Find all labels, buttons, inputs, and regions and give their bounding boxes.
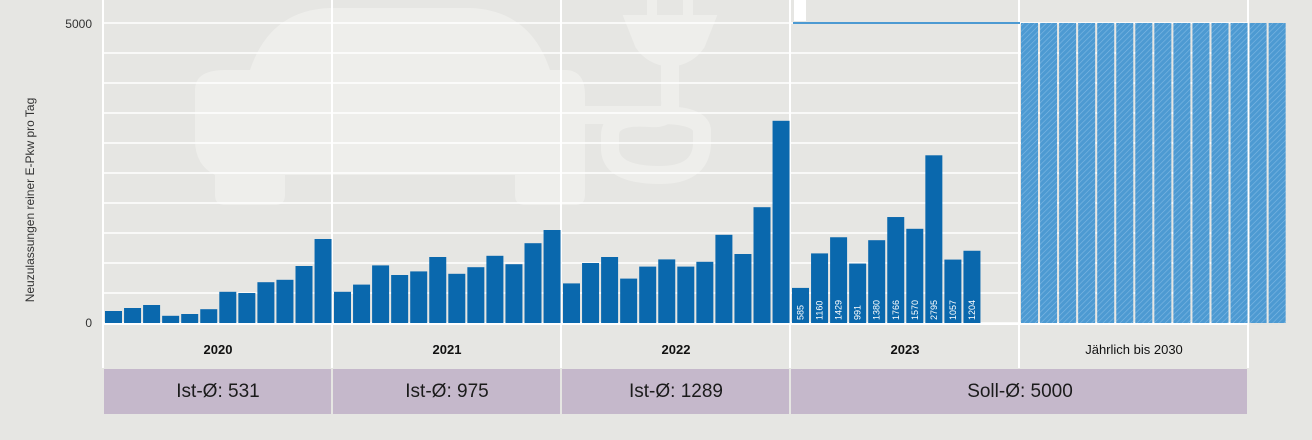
background-illustration [195,0,718,205]
bar-2020 [295,266,313,323]
car-icon [195,8,585,205]
bar-data-label: 1766 [891,300,901,320]
target-bar [1173,23,1191,323]
target-bar [1097,23,1115,323]
target-bar [1078,23,1096,323]
bar-2023 [887,217,905,323]
avg-band [333,369,560,414]
bar-data-label: 1057 [948,300,958,320]
bar-2020 [143,305,161,323]
bar-2020 [314,239,332,323]
target-bar [1211,23,1229,323]
bar-data-label: 991 [853,305,863,320]
bar-2022 [677,266,695,323]
bar-2020 [238,293,256,323]
bar-2023 [963,250,981,323]
bar-2021 [448,273,466,323]
year-bands [104,369,1247,414]
bar-2021 [467,267,485,323]
target-marker [794,0,806,21]
bar-2020 [276,279,294,323]
bar-2022 [734,254,752,323]
bars: 585 1160 1429 991 1380 1766 1570 2795 1057 1204 [105,0,1286,323]
group-label-2023: 2023 [890,342,920,357]
bar-2022 [658,259,676,323]
y-tick-0: 0 [85,316,92,330]
bar-2020 [181,314,199,323]
bar-2022 [563,283,580,323]
bar-2020 [124,308,142,323]
bar-2020 [257,282,275,323]
group-label-2020: 2020 [203,342,233,357]
target-bar [1249,23,1267,323]
avg-band [562,369,789,414]
bar-data-label: 1429 [834,300,844,320]
plug-icon [622,0,718,68]
avg-label-2021: Ist-Ø: 975 [405,381,489,402]
avg-label-target: Soll-Ø: 5000 [967,381,1073,402]
bar-data-label: 2795 [929,300,939,320]
bar-data-label: 585 [796,305,806,320]
target-bar [1268,23,1286,323]
target-bar [1116,23,1134,323]
bar-2022 [639,266,657,323]
bar-2020 [105,311,122,323]
bar-2021 [353,284,371,323]
group-label-2021: 2021 [432,342,462,357]
target-bar [1135,23,1153,323]
bar-2022 [753,207,771,323]
bar-data-label: 1160 [815,301,825,320]
bar-2022 [696,261,714,323]
target-bar [1021,23,1038,323]
bar-data-label: 1204 [967,300,977,320]
group-label-2022: 2022 [661,342,691,357]
bar-2022 [772,120,790,323]
bar-2022 [620,278,638,323]
target-bar [1192,23,1210,323]
bar-2023 [906,228,924,323]
bar-2021 [372,265,390,323]
bar-2021 [410,271,428,323]
bar-2020 [200,309,218,323]
target-bar [1154,23,1172,323]
avg-label-2022: Ist-Ø: 1289 [629,381,723,402]
avg-band [104,369,331,414]
bar-2020 [162,315,180,323]
bar-2023 [792,287,809,323]
bar-data-label: 1380 [872,300,882,320]
y-axis-label: Neuzulassungen reiner E-Pkw pro Tag [23,97,37,303]
target-bar [1040,23,1058,323]
bar-2021 [543,230,561,323]
y-tick-5000: 5000 [65,17,92,31]
bar-2020 [219,291,237,323]
bar-2023 [811,253,829,323]
bar-2021 [334,291,351,323]
bar-2022 [582,263,600,323]
avg-band-target [791,369,1247,414]
bar-2022 [601,257,619,323]
bar-2021 [505,264,523,323]
bar-2021 [486,255,504,323]
bar-2021 [391,275,409,323]
bar-data-label: 1570 [910,300,920,320]
avg-label-2020: Ist-Ø: 531 [176,381,260,402]
bar-2021 [429,257,447,323]
bar-2023 [925,155,943,323]
target-bar [1059,23,1077,323]
plug-cable-icon [571,51,711,185]
bar-2023 [944,259,962,323]
bar-2023 [830,237,848,323]
bar-2023 [849,263,867,323]
bar-2023 [868,240,886,323]
target-bar [1230,23,1248,323]
bar-2021 [524,243,542,323]
bar-2022 [715,234,733,323]
group-label-target: Jährlich bis 2030 [1085,342,1183,357]
